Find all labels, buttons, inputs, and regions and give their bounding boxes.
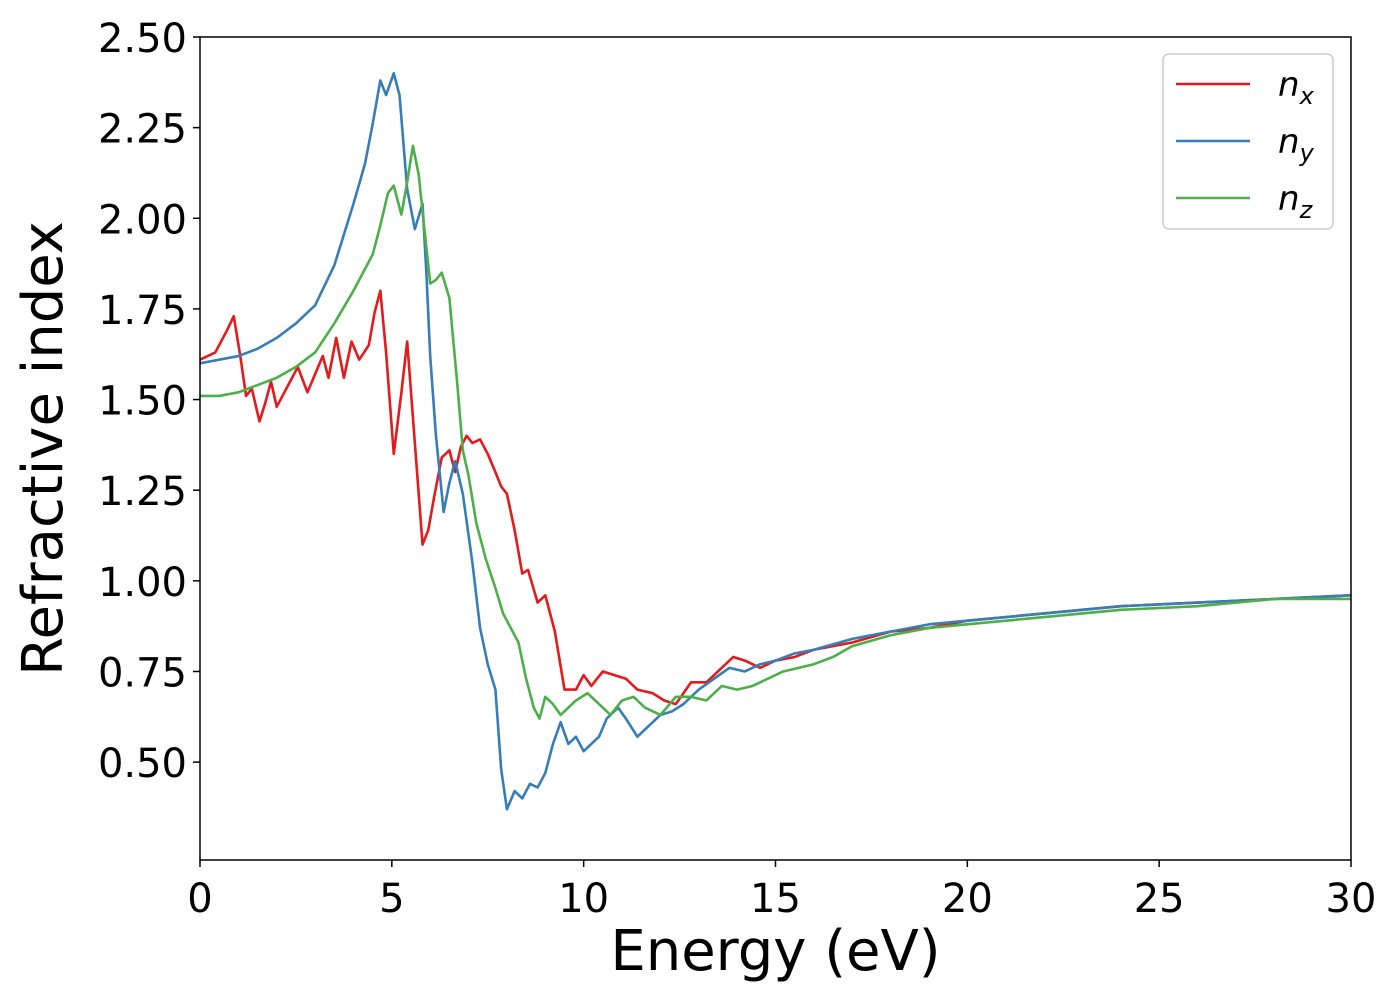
series-line-nx <box>200 289 1351 706</box>
x-tick-label: 30 <box>1326 876 1377 922</box>
x-axis-title: Energy (eV) <box>610 919 940 984</box>
x-tick-label: 25 <box>1134 876 1185 922</box>
x-axis-ticks: 0 5 10 15 20 25 30 <box>187 860 1376 922</box>
x-tick-label: 10 <box>558 876 609 922</box>
series-line-ny <box>200 71 1351 811</box>
x-tick-label: 0 <box>187 876 212 922</box>
y-tick-label: 2.50 <box>98 16 187 62</box>
series-line-nz <box>200 144 1351 720</box>
y-axis-ticks: 0.50 0.75 1.00 1.25 1.50 1.75 2.00 2.25 2.50 <box>98 16 200 787</box>
y-tick-label: 0.75 <box>98 650 187 696</box>
y-tick-label: 0.50 <box>98 741 187 787</box>
x-tick-label: 5 <box>379 876 404 922</box>
y-tick-label: 1.00 <box>98 560 187 606</box>
y-tick-label: 1.25 <box>98 469 187 515</box>
series-layer <box>200 71 1351 811</box>
y-tick-label: 2.25 <box>98 107 187 153</box>
y-tick-label: 1.50 <box>98 379 187 425</box>
y-axis-title: Refractive index <box>11 221 76 676</box>
x-tick-label: 15 <box>750 876 801 922</box>
y-tick-label: 1.75 <box>98 288 187 334</box>
x-tick-label: 20 <box>942 876 993 922</box>
y-tick-label: 2.00 <box>98 197 187 243</box>
